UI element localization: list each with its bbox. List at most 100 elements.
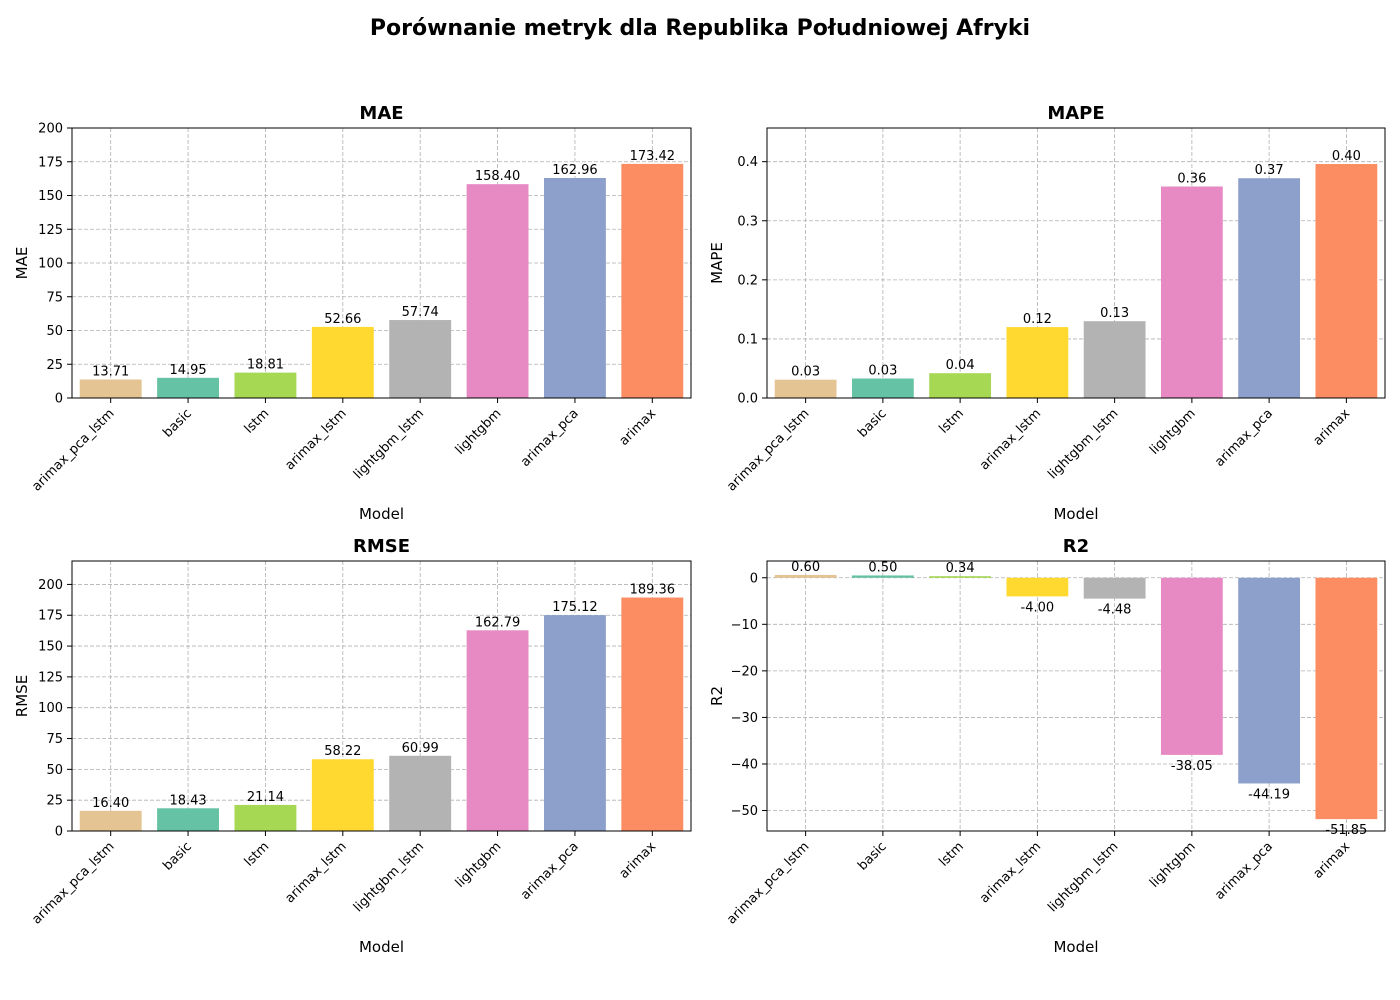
- bar-lightgbm_lstm: [1083, 577, 1146, 599]
- bar-lstm: [929, 576, 992, 578]
- value-label: 162.79: [475, 615, 521, 630]
- x-tick-label: arimax_lstm: [283, 839, 350, 906]
- value-label: 0.13: [1100, 306, 1129, 321]
- bar-arimax_pca_lstm: [79, 810, 142, 831]
- value-label: 175.12: [552, 600, 598, 615]
- subplot-title: MAPE: [1047, 103, 1104, 124]
- value-label: 60.99: [402, 741, 439, 756]
- y-tick-label: 125: [38, 670, 63, 685]
- bar-arimax_pca: [1238, 178, 1301, 398]
- value-label: 0.04: [946, 358, 975, 373]
- y-tick-label: −30: [731, 711, 758, 726]
- x-tick-label: lightgbm_lstm: [1045, 839, 1121, 915]
- x-tick-label: lstm: [242, 839, 273, 870]
- y-tick-label: 100: [38, 701, 63, 716]
- x-tick-label: arimax_pca: [518, 406, 582, 470]
- value-label: 158.40: [475, 169, 521, 184]
- y-tick-label: 0: [750, 571, 758, 586]
- x-tick-label: lightgbm_lstm: [351, 839, 427, 915]
- bar-arimax_lstm: [311, 759, 374, 831]
- y-tick-label: 0.2: [737, 273, 758, 288]
- bar-basic: [851, 378, 914, 398]
- value-label: 0.34: [946, 561, 975, 576]
- value-label: 173.42: [630, 149, 676, 164]
- bar-lstm: [234, 804, 297, 831]
- axes-frame: [71, 560, 692, 832]
- bar-basic: [157, 377, 220, 398]
- x-tick-label: basic: [855, 839, 889, 873]
- y-tick-label: 175: [38, 609, 63, 624]
- y-tick-label: −50: [731, 804, 758, 819]
- subplot-mae: 0 25 50 75 100 125 150 175 200 13.71 14.95 18.81 52.…: [13, 103, 692, 523]
- x-tick-label: arimax_pca_lstm: [29, 839, 117, 927]
- x-tick-label: lightgbm: [1147, 406, 1199, 458]
- bar-basic: [157, 808, 220, 831]
- bar-arimax_pca: [543, 615, 606, 831]
- x-tick-label: basic: [855, 406, 889, 440]
- value-label: 189.36: [630, 583, 676, 598]
- bar-lstm: [929, 373, 992, 398]
- axes-frame: [766, 127, 1386, 399]
- x-tick-label: arimax_pca: [1212, 839, 1276, 903]
- subplot-title: R2: [1063, 536, 1089, 557]
- bar-lightgbm: [466, 184, 529, 398]
- x-tick-label: lightgbm_lstm: [351, 406, 427, 482]
- bar-lightgbm_lstm: [1083, 321, 1146, 398]
- y-tick-label: 200: [38, 122, 63, 137]
- bar-arimax: [1315, 164, 1378, 398]
- y-tick-label: 0.1: [737, 332, 758, 347]
- y-tick-label: 50: [46, 763, 63, 778]
- value-label: 52.66: [324, 312, 361, 327]
- subplot-mape: 0.0 0.1 0.2 0.3 0.4 0.03 0.03 0.04 0.12 0.13 0.36 0…: [708, 103, 1386, 523]
- y-tick-label: 150: [38, 640, 63, 655]
- value-label: 58.22: [324, 744, 361, 759]
- value-label: 14.95: [169, 363, 206, 378]
- value-label: 18.81: [247, 358, 284, 373]
- value-label: 16.40: [92, 796, 129, 811]
- x-tick-label: arimax_pca_lstm: [724, 406, 812, 494]
- y-tick-label: −40: [731, 757, 758, 772]
- x-tick-label: lstm: [242, 406, 273, 437]
- x-tick-label: basic: [160, 406, 194, 440]
- y-tick-label: 0: [55, 825, 63, 840]
- value-label: 0.50: [868, 560, 897, 575]
- y-tick-label: 75: [46, 732, 63, 747]
- y-tick-label: 125: [38, 223, 63, 238]
- x-axis-label: Model: [359, 938, 404, 956]
- y-tick-label: 150: [38, 189, 63, 204]
- y-tick-label: 75: [46, 290, 63, 305]
- x-tick-label: arimax: [1311, 839, 1354, 882]
- x-tick-label: basic: [160, 839, 194, 873]
- bar-lstm: [234, 372, 297, 398]
- y-tick-label: 0.0: [737, 392, 758, 407]
- y-axis-label: MAPE: [708, 242, 726, 284]
- x-tick-label: lightgbm: [1147, 839, 1199, 891]
- bar-lightgbm: [1160, 186, 1223, 398]
- value-label: -38.05: [1171, 759, 1213, 774]
- y-axis-label: R2: [708, 686, 726, 706]
- bar-arimax_lstm: [1006, 327, 1069, 398]
- axes-frame: [71, 127, 692, 399]
- bar-lightgbm_lstm: [389, 755, 452, 831]
- x-tick-label: arimax: [617, 839, 660, 882]
- value-label: -4.48: [1098, 603, 1132, 618]
- x-axis-label: Model: [1053, 505, 1098, 523]
- bar-lightgbm: [466, 630, 529, 831]
- bar-arimax_pca_lstm: [774, 574, 837, 578]
- y-tick-label: 0.3: [737, 214, 758, 229]
- subplot-title: RMSE: [353, 536, 410, 557]
- subplot-r2: 0 −10 −20 −30 −40 −50 0.60 0.50 0.34 -4.00 -4.48 -3…: [708, 536, 1386, 956]
- bar-arimax_pca: [543, 178, 606, 398]
- x-tick-label: lightgbm: [453, 839, 505, 891]
- bar-lightgbm_lstm: [389, 320, 452, 398]
- x-tick-label: lightgbm_lstm: [1045, 406, 1121, 482]
- value-label: 0.37: [1255, 163, 1284, 178]
- y-tick-label: −10: [731, 618, 758, 633]
- value-label: 0.40: [1332, 149, 1361, 164]
- x-tick-label: arimax: [617, 406, 660, 449]
- y-tick-label: 50: [46, 324, 63, 339]
- x-tick-label: arimax_lstm: [977, 406, 1044, 473]
- value-label: 13.71: [92, 364, 129, 379]
- x-tick-label: arimax_lstm: [977, 839, 1044, 906]
- value-label: 0.36: [1177, 171, 1206, 186]
